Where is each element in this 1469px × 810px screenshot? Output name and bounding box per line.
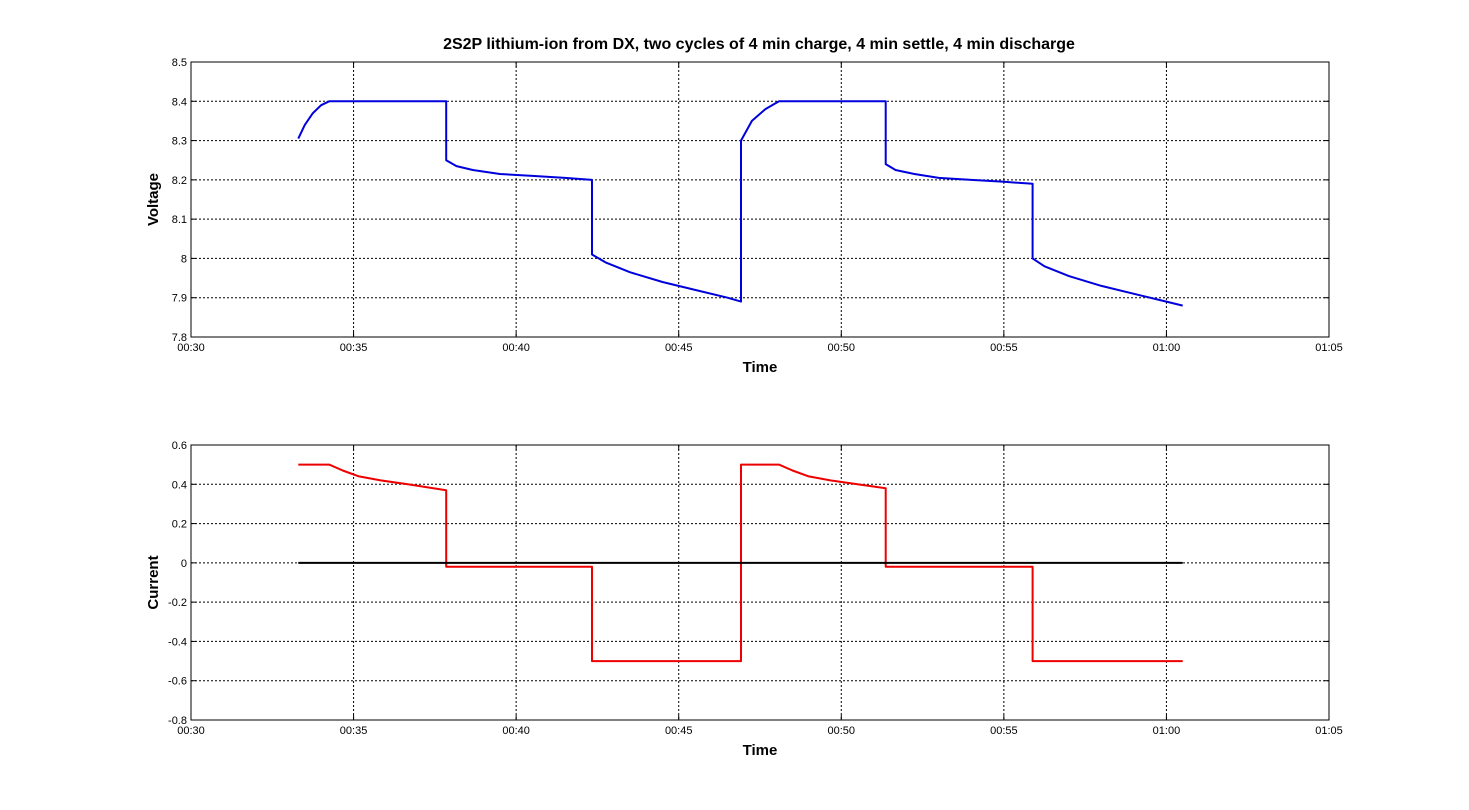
current-x-tick-label: 01:00 xyxy=(1153,725,1181,737)
voltage-y-tick-label: 8.5 xyxy=(172,57,187,69)
voltage-y-tick-label: 8.3 xyxy=(172,136,187,148)
current-x-tick-label: 00:50 xyxy=(828,725,856,737)
current-x-tick-label: 00:40 xyxy=(502,725,530,737)
voltage-x-tick-label: 01:05 xyxy=(1315,342,1343,354)
voltage-plot: 00:30 00:35 00:40 00:45 00:50 00:55 01:00 01:05… xyxy=(145,57,1343,376)
current-y-tick-label: -0.6 xyxy=(168,676,187,688)
voltage-x-tick-label: 00:40 xyxy=(502,342,530,354)
current-y-tick-label: 0.2 xyxy=(172,519,187,531)
voltage-x-tick-label: 01:00 xyxy=(1153,342,1181,354)
voltage-x-tick-label: 00:35 xyxy=(340,342,368,354)
current-plot: 00:30 00:35 00:40 00:45 00:50 00:55 01:00 01:05… xyxy=(145,440,1343,759)
voltage-x-axis-label: Time xyxy=(743,359,778,376)
current-y-tick-label: 0 xyxy=(181,558,187,570)
voltage-y-axis-label: Voltage xyxy=(145,173,162,226)
current-x-tick-label: 00:55 xyxy=(990,725,1018,737)
current-x-tick-label: 00:30 xyxy=(177,725,205,737)
current-y-tick-label: 0.4 xyxy=(172,479,187,491)
voltage-y-tick-label: 7.9 xyxy=(172,293,187,305)
voltage-x-tick-label: 00:50 xyxy=(828,342,856,354)
voltage-x-tick-label: 00:30 xyxy=(177,342,205,354)
current-axes-frame xyxy=(190,444,1330,721)
current-x-tick-label: 01:05 xyxy=(1315,725,1343,737)
voltage-y-tick-label: 8.4 xyxy=(172,96,187,108)
chart-title: 2S2P lithium-ion from DX, two cycles of … xyxy=(443,36,1075,53)
current-y-tick-label: 0.6 xyxy=(172,440,187,452)
voltage-axes-frame xyxy=(190,61,1330,338)
voltage-y-tick-label: 8.1 xyxy=(172,214,187,226)
current-y-axis-label: Current xyxy=(145,555,162,609)
current-y-tick-label: -0.2 xyxy=(168,597,187,609)
voltage-y-tick-label: 8 xyxy=(181,253,187,265)
current-y-tick-label: -0.4 xyxy=(168,636,187,648)
current-plot-area xyxy=(191,445,1329,720)
voltage-y-tick-label: 8.2 xyxy=(172,175,187,187)
current-x-axis-label: Time xyxy=(743,742,778,759)
voltage-plot-area xyxy=(191,62,1329,337)
voltage-series-line-1 xyxy=(297,100,1183,307)
voltage-y-tick-label: 7.8 xyxy=(172,332,187,344)
current-x-tick-label: 00:45 xyxy=(665,725,693,737)
voltage-x-tick-label: 00:55 xyxy=(990,342,1018,354)
voltage-x-tick-label: 00:45 xyxy=(665,342,693,354)
current-x-tick-label: 00:35 xyxy=(340,725,368,737)
current-y-tick-label: -0.8 xyxy=(168,715,187,727)
